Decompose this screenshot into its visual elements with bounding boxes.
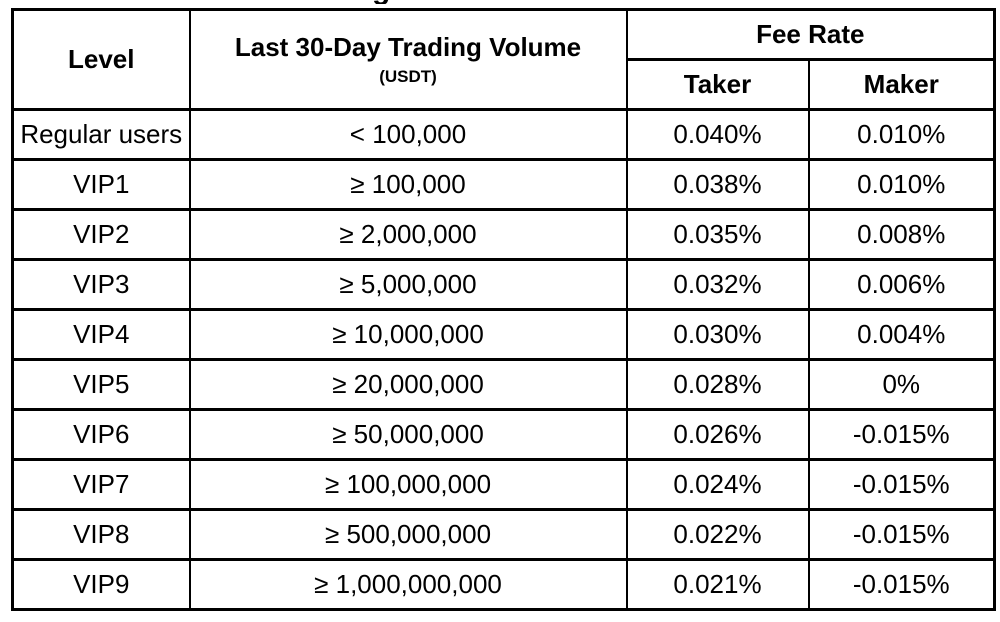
volume-cell: ≥ 500,000,000: [188, 508, 628, 561]
table-row: VIP3 ≥ 5,000,000 0.032% 0.006%: [11, 258, 996, 311]
taker-cell: 0.032%: [625, 258, 810, 311]
column-header-volume: Last 30-Day Trading Volume (USDT): [188, 8, 628, 111]
fee-table-body: Regular users < 100,000 0.040% 0.010% VI…: [11, 108, 996, 611]
fee-table-header: Level Last 30-Day Trading Volume (USDT) …: [11, 8, 996, 111]
table-row: VIP7 ≥ 100,000,000 0.024% -0.015%: [11, 458, 996, 511]
taker-cell: 0.035%: [625, 208, 810, 261]
level-cell: VIP4: [11, 308, 191, 361]
level-cell: VIP6: [11, 408, 191, 461]
taker-cell: 0.030%: [625, 308, 810, 361]
level-cell: VIP2: [11, 208, 191, 261]
volume-cell: ≥ 2,000,000: [188, 208, 628, 261]
maker-cell: -0.015%: [807, 458, 996, 511]
table-row: VIP4 ≥ 10,000,000 0.030% 0.004%: [11, 308, 996, 361]
header-row-1: Level Last 30-Day Trading Volume (USDT) …: [11, 8, 996, 111]
level-cell: VIP3: [11, 258, 191, 311]
table-row: VIP1 ≥ 100,000 0.038% 0.010%: [11, 158, 996, 211]
level-cell: VIP9: [11, 558, 191, 611]
level-cell: VIP7: [11, 458, 191, 511]
table-row: Regular users < 100,000 0.040% 0.010%: [11, 108, 996, 161]
column-header-fee-rate-group: Fee Rate: [625, 8, 996, 61]
column-header-taker: Taker: [625, 58, 810, 111]
cropped-title-remnant: g: [372, 0, 398, 4]
table-row: VIP5 ≥ 20,000,000 0.028% 0%: [11, 358, 996, 411]
column-header-level: Level: [11, 8, 191, 111]
header-row-2: Taker Maker: [13, 58, 996, 111]
volume-cell: ≥ 1,000,000,000: [188, 558, 628, 611]
table-row: VIP9 ≥ 1,000,000,000 0.021% -0.015%: [11, 558, 996, 611]
taker-cell: 0.028%: [625, 358, 810, 411]
taker-cell: 0.024%: [625, 458, 810, 511]
level-cell: VIP5: [11, 358, 191, 411]
volume-cell: ≥ 100,000,000: [188, 458, 628, 511]
taker-cell: 0.040%: [625, 108, 810, 161]
column-header-maker: Maker: [807, 58, 996, 111]
level-cell: VIP1: [11, 158, 191, 211]
maker-cell: 0.008%: [807, 208, 996, 261]
table-row: VIP8 ≥ 500,000,000 0.022% -0.015%: [11, 508, 996, 561]
maker-cell: 0.004%: [807, 308, 996, 361]
volume-cell: ≥ 100,000: [188, 158, 628, 211]
volume-cell: < 100,000: [188, 108, 628, 161]
cropped-title-glyph: g: [372, 0, 398, 4]
taker-cell: 0.026%: [625, 408, 810, 461]
maker-cell: 0.010%: [807, 108, 996, 161]
maker-cell: 0.006%: [807, 258, 996, 311]
taker-cell: 0.038%: [625, 158, 810, 211]
volume-cell: ≥ 50,000,000: [188, 408, 628, 461]
taker-cell: 0.022%: [625, 508, 810, 561]
maker-cell: -0.015%: [807, 558, 996, 611]
maker-cell: 0%: [807, 358, 996, 411]
level-cell: VIP8: [11, 508, 191, 561]
maker-cell: 0.010%: [807, 158, 996, 211]
volume-cell: ≥ 10,000,000: [188, 308, 628, 361]
maker-cell: -0.015%: [807, 408, 996, 461]
volume-cell: ≥ 20,000,000: [188, 358, 628, 411]
maker-cell: -0.015%: [807, 508, 996, 561]
column-header-volume-unit: (USDT): [379, 66, 437, 86]
column-header-volume-title: Last 30-Day Trading Volume: [234, 31, 582, 62]
table-row: VIP6 ≥ 50,000,000 0.026% -0.015%: [11, 408, 996, 461]
level-cell: Regular users: [11, 108, 191, 161]
fee-rate-table: Level Last 30-Day Trading Volume (USDT) …: [11, 8, 997, 611]
taker-cell: 0.021%: [625, 558, 810, 611]
table-row: VIP2 ≥ 2,000,000 0.035% 0.008%: [11, 208, 996, 261]
volume-cell: ≥ 5,000,000: [188, 258, 628, 311]
